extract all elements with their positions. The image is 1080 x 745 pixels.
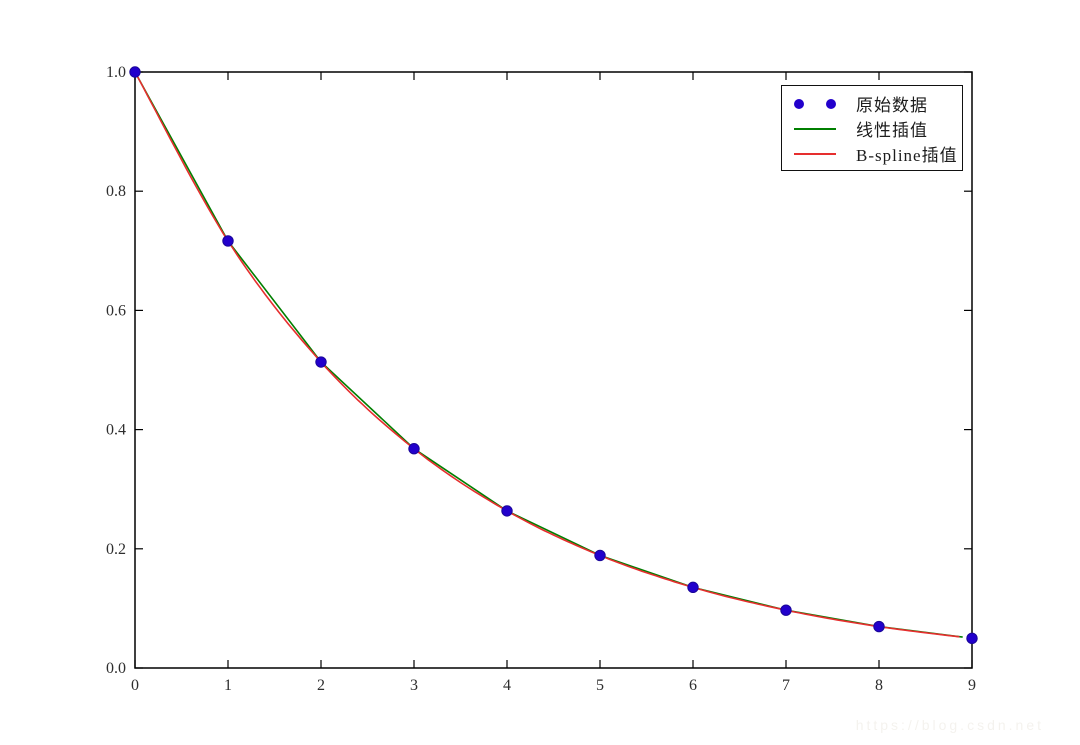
y-tick-label: 0.4	[106, 422, 126, 439]
x-tick-label: 0	[131, 677, 139, 694]
line-swatch-icon	[794, 152, 836, 155]
legend-item-bspline-interp: B-spline插值	[794, 141, 957, 166]
y-tick-label: 0.8	[106, 183, 126, 200]
bspline-curve	[134, 71, 960, 638]
data-point	[315, 356, 327, 368]
watermark: https://blog.csdn.net	[855, 717, 1044, 733]
data-point	[966, 632, 978, 645]
x-tick-label: 9	[968, 677, 976, 694]
data-point	[687, 581, 699, 594]
legend-label: 线性插值	[856, 121, 928, 140]
data-point	[129, 66, 141, 78]
y-tick-label: 0.6	[106, 302, 126, 319]
legend: 原始数据 线性插值 B-spline插值	[781, 85, 963, 171]
y-tick-label: 0.2	[106, 541, 126, 558]
legend-label: B-spline插值	[856, 146, 958, 165]
data-point	[408, 443, 420, 455]
axes-box	[134, 71, 973, 669]
data-point	[222, 235, 234, 247]
data-point	[873, 620, 885, 633]
data-point	[780, 604, 792, 616]
legend-item-linear-interp: 线性插值	[794, 116, 952, 141]
y-tick-label: 0.0	[106, 660, 126, 677]
data-point	[501, 505, 513, 517]
data-point	[594, 549, 606, 562]
x-tick-label: 8	[875, 677, 883, 694]
x-tick-label: 1	[224, 677, 232, 694]
dot-icon	[826, 98, 836, 109]
x-tick-label: 6	[689, 677, 697, 694]
legend-marker-line-green	[794, 127, 844, 130]
x-tick-label: 2	[317, 677, 325, 694]
legend-marker-line-red	[794, 152, 844, 155]
legend-item-original-data: 原始数据	[794, 91, 952, 116]
y-tick-label: 1.0	[106, 64, 126, 81]
legend-marker-dots	[794, 98, 844, 109]
line-swatch-icon	[794, 127, 836, 130]
x-tick-label: 4	[503, 677, 511, 694]
dot-icon	[794, 98, 804, 109]
x-tick-label: 5	[596, 677, 604, 694]
legend-label: 原始数据	[856, 96, 928, 115]
x-tick-label: 3	[410, 677, 418, 694]
x-tick-label: 7	[782, 677, 790, 694]
